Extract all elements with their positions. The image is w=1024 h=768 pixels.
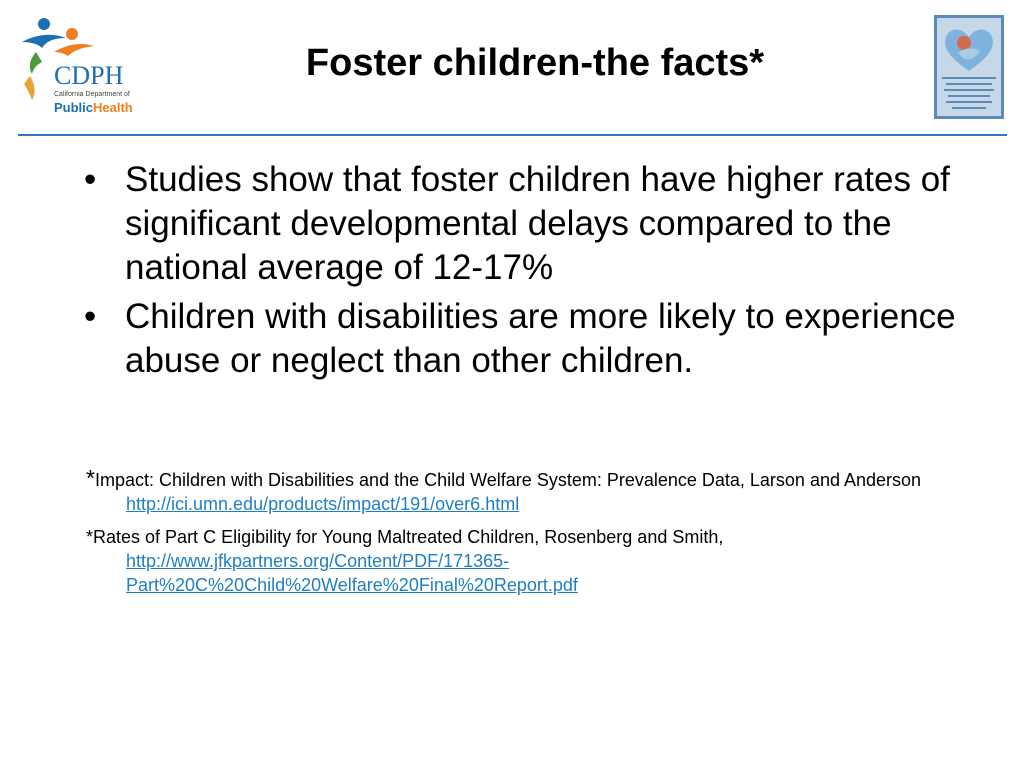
bullet-item: • Studies show that foster children have… — [84, 158, 964, 290]
reference-text: Impact: Children with Disabilities and t… — [95, 470, 921, 490]
reference-item: *Impact: Children with Disabilities and … — [86, 466, 986, 516]
mcah-logo — [934, 15, 1004, 119]
footnote-marker: * — [86, 465, 95, 491]
bullet-text: Studies show that foster children have h… — [125, 160, 950, 287]
bullet-list: • Studies show that foster children have… — [84, 158, 964, 388]
bullet-item: • Children with disabilities are more li… — [84, 295, 964, 383]
svg-text:California Department of: California Department of — [54, 91, 130, 98]
svg-text:CDPH: CDPH — [54, 61, 124, 90]
footnote-marker: * — [86, 527, 93, 547]
slide-title: Foster children-the facts* — [140, 40, 930, 86]
reference-item: *Rates of Part C Eligibility for Young M… — [86, 525, 986, 597]
maternal-child-adolescent-health-logo-icon — [934, 15, 1004, 119]
svg-text:PublicHealth: PublicHealth — [54, 100, 133, 115]
reference-text: Rates of Part C Eligibility for Young Ma… — [93, 527, 723, 547]
cdph-logo: CDPH California Department of PublicHeal… — [14, 12, 134, 120]
reference-link[interactable]: http://www.jfkpartners.org/Content/PDF/1… — [126, 551, 578, 595]
reference-link-part: Part%20C%20Child%20Welfare%20Final%20Rep… — [126, 575, 578, 595]
header-divider — [18, 134, 1007, 136]
reference-link[interactable]: http://ici.umn.edu/products/impact/191/o… — [126, 494, 519, 514]
bullet-text: Children with disabilities are more like… — [125, 297, 956, 380]
cdph-logo-icon: CDPH California Department of PublicHeal… — [14, 12, 134, 120]
bullet-icon: • — [84, 158, 96, 202]
reference-link-part: http://www.jfkpartners.org/Content/PDF/1… — [126, 551, 509, 571]
references: *Impact: Children with Disabilities and … — [86, 466, 986, 606]
bullet-icon: • — [84, 295, 96, 339]
